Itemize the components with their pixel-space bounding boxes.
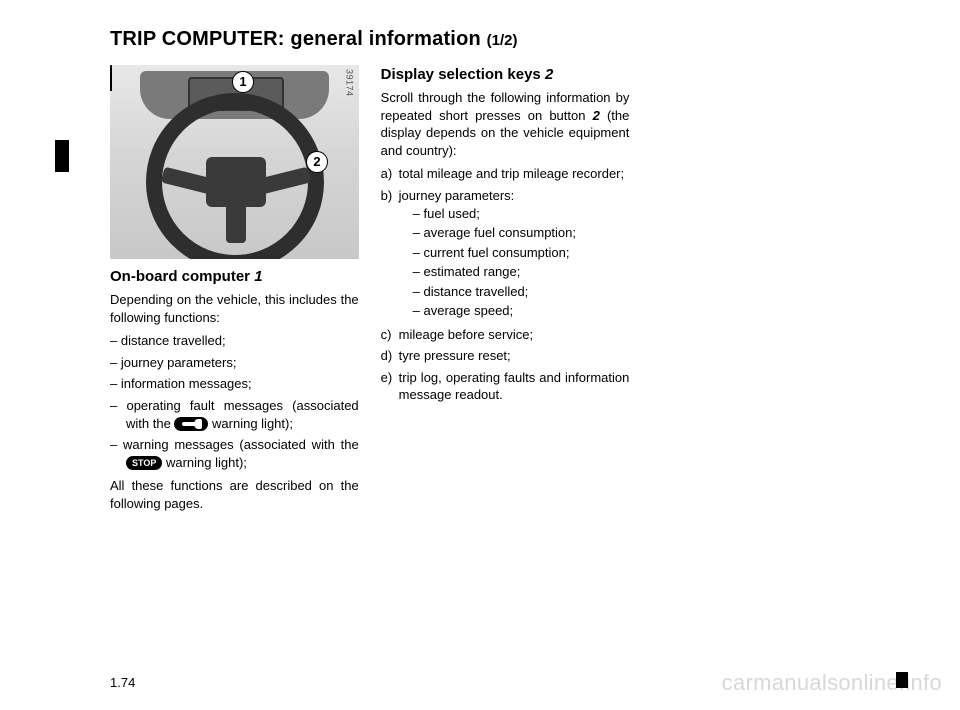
- title-part: (1/2): [487, 32, 518, 49]
- mid-heading: Display selection keys 2: [381, 65, 630, 85]
- column-right: [651, 65, 900, 518]
- item-e: e) trip log, operating faults and inform…: [381, 369, 630, 404]
- page-number: 1.74: [110, 675, 135, 690]
- mid-intro: Scroll through the following information…: [381, 89, 630, 159]
- mid-heading-ref: 2: [545, 66, 553, 83]
- callout-1: 1: [232, 71, 254, 93]
- list-item-fault: operating fault messages (associated wit…: [110, 397, 359, 432]
- text-b: journey parameters: fuel used; average f…: [399, 187, 630, 322]
- left-function-list: distance travelled; journey parameters; …: [110, 332, 359, 471]
- callout-2: 2: [306, 151, 328, 173]
- callout-line-2: [110, 81, 112, 91]
- list-item: fuel used;: [399, 205, 630, 223]
- side-tab-marker: [55, 140, 69, 172]
- callout-line-1: [110, 65, 112, 81]
- list-item: estimated range;: [399, 263, 630, 281]
- left-intro: Depending on the vehicle, this includes …: [110, 291, 359, 326]
- manual-page: TRIP COMPUTER: general information (1/2)…: [0, 0, 960, 710]
- label-d: d): [381, 347, 399, 365]
- label-c: c): [381, 326, 399, 344]
- text-d: tyre pressure reset;: [399, 347, 630, 365]
- label-e: e): [381, 369, 399, 404]
- left-heading-text: On-board computer: [110, 268, 250, 285]
- content-columns: 39174 1 2 On-board computer 1 Depending …: [110, 65, 900, 518]
- corner-crop-mark: [896, 672, 908, 688]
- figure-steering-wheel: 39174 1 2: [110, 65, 359, 259]
- mid-lettered-list: a) total mileage and trip mileage record…: [381, 165, 630, 404]
- label-a: a): [381, 165, 399, 183]
- label-b: b): [381, 187, 399, 322]
- mid-heading-text: Display selection keys: [381, 66, 541, 83]
- page-title: TRIP COMPUTER: general information (1/2): [110, 28, 900, 51]
- b-label: journey parameters:: [399, 187, 630, 205]
- column-left: 39174 1 2 On-board computer 1 Depending …: [110, 65, 359, 518]
- steering-hub: [206, 157, 266, 207]
- mid-intro-ref: 2: [593, 108, 600, 123]
- fault-post: warning light);: [208, 416, 293, 431]
- list-item: average fuel consumption;: [399, 224, 630, 242]
- list-item: average speed;: [399, 302, 630, 320]
- list-item: distance travelled;: [110, 332, 359, 350]
- watermark: carmanualsonline.info: [722, 670, 942, 696]
- warn-post: warning light);: [162, 455, 247, 470]
- b-sublist: fuel used; average fuel consumption; cur…: [399, 205, 630, 320]
- item-c: c) mileage before service;: [381, 326, 630, 344]
- title-main: TRIP COMPUTER: general information: [110, 28, 487, 50]
- item-d: d) tyre pressure reset;: [381, 347, 630, 365]
- list-item: distance travelled;: [399, 283, 630, 301]
- item-b: b) journey parameters: fuel used; averag…: [381, 187, 630, 322]
- list-item: information messages;: [110, 375, 359, 393]
- item-a: a) total mileage and trip mileage record…: [381, 165, 630, 183]
- list-item-warning: warning messages (associated with the ST…: [110, 436, 359, 471]
- left-heading-ref: 1: [254, 268, 262, 285]
- figure-image-id: 39174: [344, 69, 356, 97]
- list-item: journey parameters;: [110, 354, 359, 372]
- warn-pre: warning messages (associated with the: [123, 437, 359, 452]
- steering-spoke-bottom: [226, 203, 246, 243]
- left-heading: On-board computer 1: [110, 267, 359, 287]
- column-middle: Display selection keys 2 Scroll through …: [381, 65, 630, 518]
- wrench-warning-icon: [174, 417, 208, 431]
- left-outro: All these functions are described on the…: [110, 477, 359, 512]
- text-a: total mileage and trip mileage recorder;: [399, 165, 630, 183]
- stop-warning-icon: STOP: [126, 456, 162, 470]
- text-c: mileage before service;: [399, 326, 630, 344]
- text-e: trip log, operating faults and informati…: [399, 369, 630, 404]
- list-item: current fuel consumption;: [399, 244, 630, 262]
